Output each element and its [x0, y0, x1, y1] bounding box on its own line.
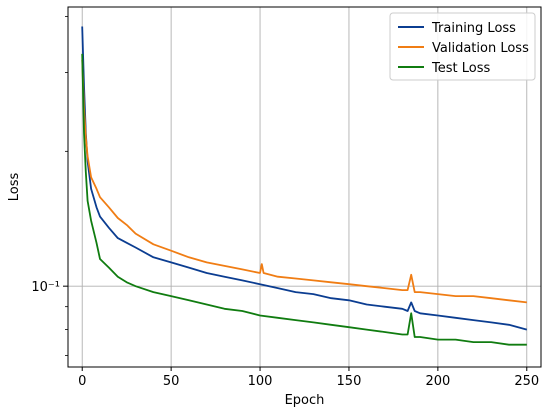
x-tick-label: 200 — [425, 374, 450, 389]
legend: Training Loss Validation Loss Test Loss — [389, 12, 536, 81]
axis-ticks: 0 50 100 150 200 250 10⁻¹ — [31, 16, 539, 389]
legend-box — [389, 12, 536, 81]
y-axis-title: Loss — [7, 173, 22, 202]
legend-label: Training Loss — [431, 21, 516, 36]
x-tick-label: 50 — [163, 374, 180, 389]
series-line-1 — [81, 59, 527, 304]
series-lines — [81, 26, 528, 346]
x-axis-title: Epoch — [285, 393, 325, 408]
plot-frame — [67, 6, 542, 368]
x-tick-label: 0 — [78, 374, 86, 389]
y-tick-label: 10⁻¹ — [31, 280, 60, 295]
x-tick-label: 100 — [248, 374, 273, 389]
series-line-0 — [81, 26, 528, 331]
x-tick-label: 250 — [514, 374, 539, 389]
x-tick-label: 150 — [337, 374, 362, 389]
series-line-2 — [81, 53, 527, 346]
legend-label: Validation Loss — [432, 41, 529, 56]
legend-label: Test Loss — [431, 61, 490, 76]
